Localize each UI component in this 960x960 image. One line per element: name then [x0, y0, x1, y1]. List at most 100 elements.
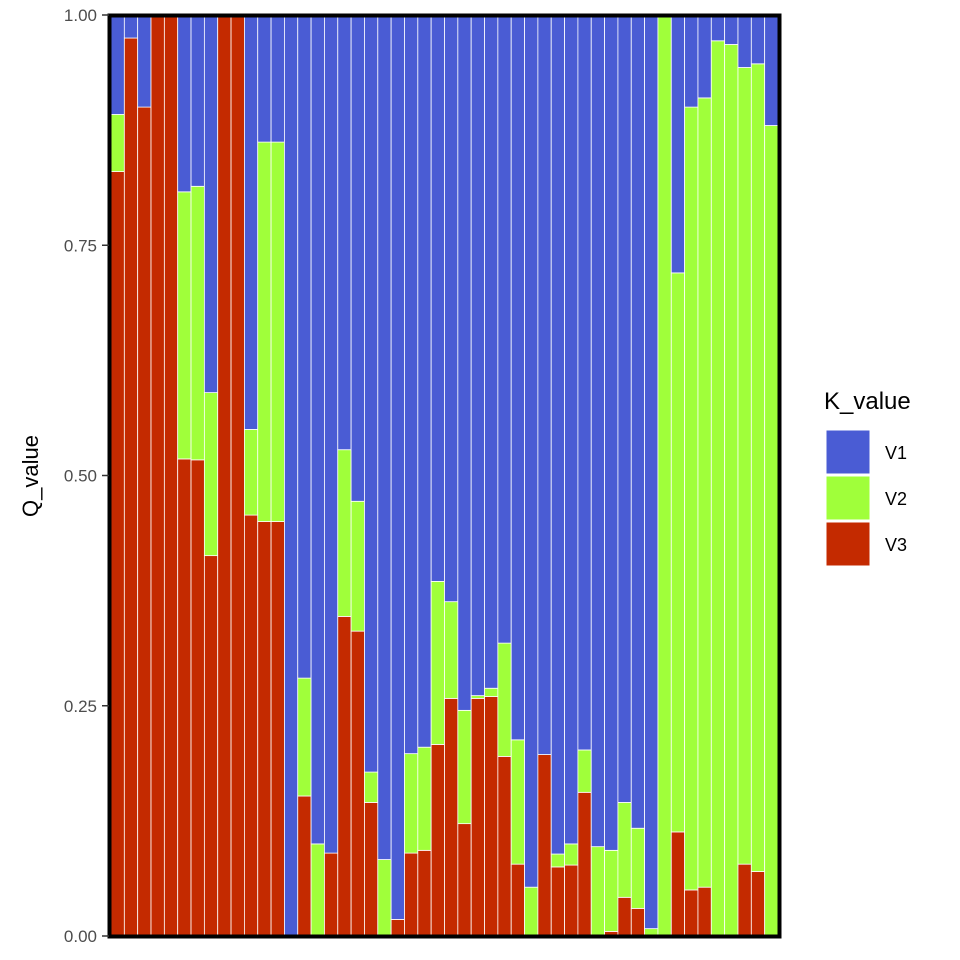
bar-segment-v1-29 — [484, 14, 499, 689]
bar-segment-v3-45 — [697, 886, 712, 937]
bar-segment-v3-19 — [350, 630, 365, 937]
bar-segment-v2-49 — [750, 63, 766, 872]
bar-segment-v3-30 — [497, 756, 512, 937]
bar-segment-v2-29 — [484, 687, 499, 697]
y-axis: 0.00 0.25 0.50 0.75 1.00 — [64, 6, 109, 946]
bar-segment-v3-6 — [177, 458, 192, 937]
bar-segment-v1-2 — [123, 14, 139, 39]
bar-segment-v1-16 — [310, 14, 325, 845]
bar-segment-v3-13 — [270, 521, 285, 937]
bar-segment-v1-48 — [737, 14, 752, 68]
bar-segment-v1-25 — [430, 14, 445, 582]
bar-segment-v1-11 — [243, 14, 259, 430]
bar-segment-v2-6 — [177, 191, 192, 460]
bar-segment-v2-7 — [190, 185, 205, 461]
y-tick-label-4: 1.00 — [64, 6, 97, 25]
y-tick-label-3: 0.75 — [64, 236, 97, 255]
bar-segment-v1-22 — [390, 14, 405, 920]
bar-segment-v1-19 — [350, 14, 365, 502]
bar-segment-v1-49 — [750, 14, 766, 65]
bar-segment-v2-32 — [524, 886, 539, 937]
bar-segment-v1-32 — [524, 14, 539, 888]
bar-segment-v1-44 — [684, 14, 699, 108]
bar-segment-v2-13 — [270, 141, 285, 522]
y-tick-label-2: 0.50 — [64, 467, 97, 486]
bar-segment-v2-47 — [724, 44, 739, 937]
bar-segment-v1-28 — [470, 14, 485, 697]
bar-segment-v3-24 — [417, 849, 432, 937]
bar-segment-v1-33 — [537, 14, 552, 755]
bar-segment-v2-1 — [110, 114, 125, 172]
bar-segment-v1-27 — [457, 14, 472, 711]
bar-segment-v3-17 — [324, 852, 339, 937]
bar-segment-v1-38 — [604, 14, 619, 851]
bar-segment-v3-44 — [684, 889, 699, 937]
legend-title: K_value — [824, 388, 911, 415]
bar-segment-v3-2 — [123, 37, 139, 937]
legend-key-v3 — [825, 521, 871, 567]
bar-segment-v2-11 — [243, 429, 259, 516]
bar-segment-v1-36 — [577, 14, 592, 751]
bar-segment-v1-37 — [590, 14, 605, 848]
bar-segment-v1-21 — [377, 14, 392, 860]
y-tick-label-1: 0.25 — [64, 697, 97, 716]
bar-segment-v3-31 — [510, 863, 525, 937]
bar-segment-v3-48 — [737, 863, 752, 937]
bar-segment-v1-47 — [724, 14, 739, 45]
bar-segment-v1-34 — [550, 14, 565, 855]
bar-segment-v3-9 — [217, 14, 232, 937]
bar-segment-v2-36 — [577, 749, 592, 793]
bar-segment-v3-43 — [670, 831, 686, 937]
bar-segment-v1-46 — [710, 14, 726, 42]
bar-segment-v2-12 — [257, 141, 272, 522]
bar-segment-v3-12 — [257, 521, 272, 937]
bar-segment-v3-33 — [537, 754, 552, 937]
bar-segment-v3-10 — [230, 14, 245, 937]
bar-segment-v2-16 — [310, 843, 325, 937]
bar-segment-v3-15 — [297, 795, 312, 937]
legend-label-v2: V2 — [885, 489, 907, 509]
bar-segment-v2-35 — [564, 843, 579, 866]
bar-segment-v1-45 — [697, 14, 712, 99]
bar-segment-v2-34 — [550, 853, 565, 868]
bar-segment-v2-46 — [710, 40, 726, 937]
bar-segment-v2-42 — [657, 14, 672, 937]
bar-segment-v3-25 — [430, 744, 445, 937]
bar-segment-v3-26 — [444, 697, 459, 937]
bar-segment-v2-30 — [497, 642, 512, 757]
bar-segment-v3-7 — [190, 459, 205, 937]
bar-segment-v2-43 — [670, 272, 686, 833]
bar-segment-v3-27 — [457, 823, 472, 937]
legend-key-v1 — [825, 429, 871, 475]
bar-segment-v2-21 — [377, 859, 392, 937]
bar-segment-v1-31 — [510, 14, 525, 741]
bar-segment-v3-1 — [110, 171, 125, 937]
bar-segment-v1-17 — [324, 14, 339, 854]
bar-segment-v3-49 — [750, 871, 766, 937]
bar-segment-v2-39 — [617, 802, 632, 898]
bar-segment-v1-43 — [670, 14, 686, 274]
y-axis-title: Q_value — [18, 435, 43, 517]
bar-segment-v2-50 — [764, 125, 779, 937]
bar-segment-v1-35 — [564, 14, 579, 845]
bar-segment-v1-30 — [497, 14, 512, 644]
bar-segment-v3-39 — [617, 896, 632, 937]
bar-segment-v2-37 — [590, 846, 605, 937]
bar-segment-v3-35 — [564, 864, 579, 937]
bar-segment-v1-24 — [417, 14, 432, 748]
bar-segment-v1-26 — [444, 14, 459, 603]
bar-segment-v2-19 — [350, 500, 365, 632]
bar-segment-v1-15 — [297, 14, 312, 679]
bar-segment-v1-3 — [137, 14, 152, 108]
bar-segment-v1-40 — [630, 14, 646, 829]
bar-segment-v3-3 — [137, 106, 152, 937]
bar-segment-v3-36 — [577, 791, 592, 937]
stacked-bars — [110, 14, 779, 937]
bar-segment-v2-25 — [430, 581, 445, 745]
bar-segment-v2-24 — [417, 746, 432, 851]
legend: K_value V1 V2 V3 — [824, 388, 911, 567]
bar-segment-v3-4 — [150, 14, 165, 937]
bar-segment-v3-40 — [630, 907, 646, 937]
bar-segment-v2-27 — [457, 709, 472, 825]
